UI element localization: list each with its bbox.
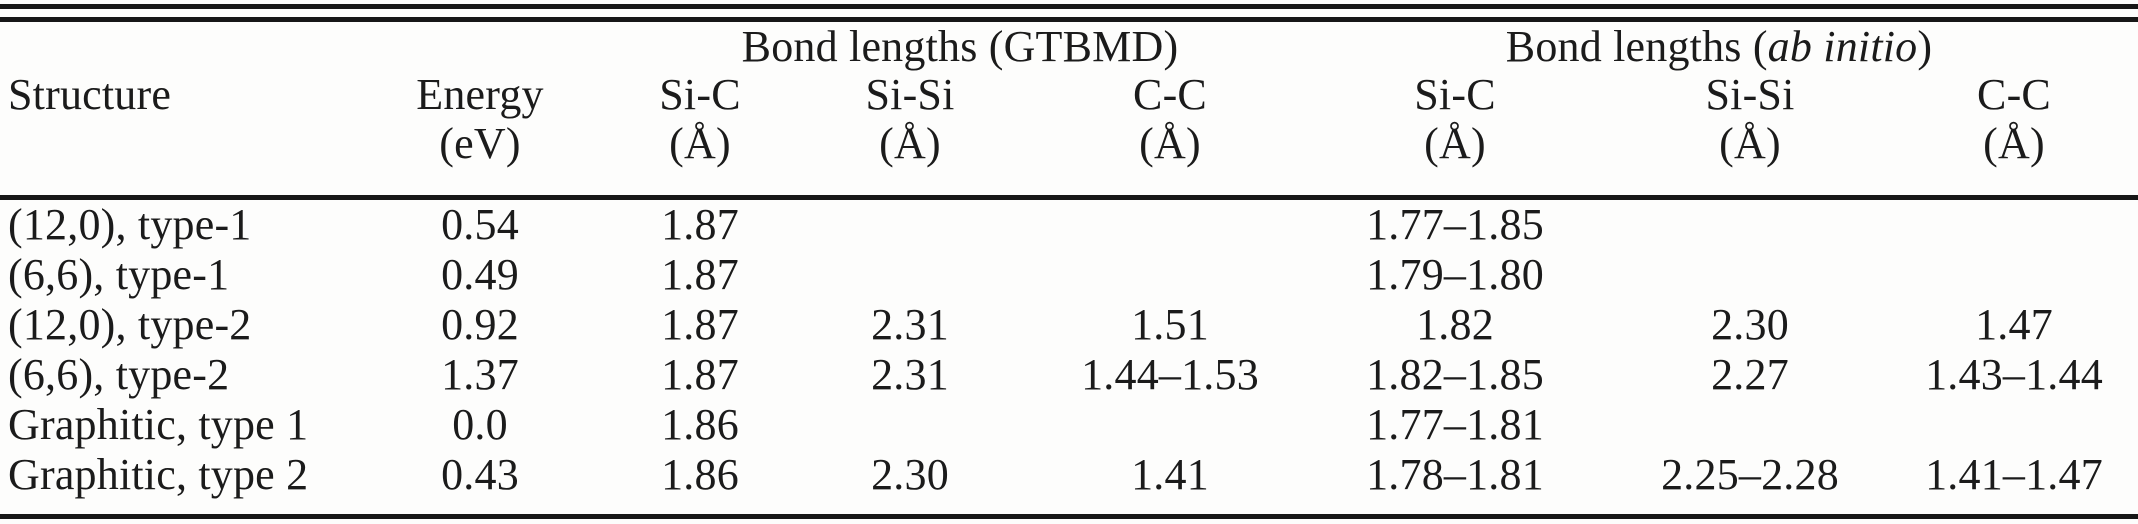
cell-value: 1.87 xyxy=(661,300,739,349)
col-unit-6: (Å) xyxy=(1719,119,1781,168)
cell-value: 1.82 xyxy=(1416,300,1494,349)
col-header-3: Si-Si xyxy=(865,70,955,119)
cell-value: 1.44–1.53 xyxy=(1081,350,1259,399)
cell-value: 2.25–2.28 xyxy=(1661,450,1839,499)
group-header-gtbmd: Bond lengths (GTBMD) xyxy=(620,22,1300,72)
col-unit-1: (eV) xyxy=(439,119,521,168)
cell-value: 2.31 xyxy=(871,350,949,399)
cell-value: 0.43 xyxy=(441,450,519,499)
group-header-ab-initio: Bond lengths (ab initio) xyxy=(1300,22,2138,72)
group-header-text: Bond lengths ( xyxy=(1505,22,1768,71)
cell-value: 2.27 xyxy=(1711,350,1789,399)
col-unit-5: (Å) xyxy=(1424,119,1486,168)
cell-value: 1.79–1.80 xyxy=(1366,250,1544,299)
cell-value: 1.86 xyxy=(661,400,739,449)
cell-value: 2.30 xyxy=(1711,300,1789,349)
cell-value: 1.47 xyxy=(1975,300,2053,349)
cell-value: 2.31 xyxy=(871,300,949,349)
top-rule-lower xyxy=(0,17,2138,22)
cell-structure: Graphitic, type 2 xyxy=(8,450,309,499)
col-header-7: C-C xyxy=(1977,70,2051,119)
col-unit-0 xyxy=(0,118,340,170)
cell-value: 1.87 xyxy=(661,200,739,249)
cell-value xyxy=(1610,250,1890,300)
cell-structure: (12,0), type-2 xyxy=(8,300,252,349)
cell-value xyxy=(1890,200,2138,250)
bottom-rule xyxy=(0,514,2138,519)
cell-value: 0.49 xyxy=(441,250,519,299)
cell-value xyxy=(1610,400,1890,450)
cell-value: 1.43–1.44 xyxy=(1925,350,2103,399)
cell-value: 1.87 xyxy=(661,250,739,299)
cell-value xyxy=(780,400,1040,450)
cell-value xyxy=(780,200,1040,250)
col-unit-2: (Å) xyxy=(669,119,731,168)
cell-structure: (6,6), type-1 xyxy=(8,250,230,299)
cell-value xyxy=(1890,400,2138,450)
col-unit-3: (Å) xyxy=(879,119,941,168)
cell-value: 1.37 xyxy=(441,350,519,399)
cell-value: 1.77–1.81 xyxy=(1366,400,1544,449)
col-header-4: C-C xyxy=(1133,70,1207,119)
col-header-5: Si-C xyxy=(1414,70,1496,119)
group-header-spacer xyxy=(0,22,620,72)
cell-structure: (6,6), type-2 xyxy=(8,350,230,399)
cell-structure: (12,0), type-1 xyxy=(8,200,252,249)
cell-value: 1.41 xyxy=(1131,450,1209,499)
header-separator-rule xyxy=(0,195,2138,200)
table-header: Bond lengths (GTBMD) Bond lengths (ab ini… xyxy=(0,22,2138,170)
table-body: (12,0), type-1 0.54 1.87 1.77–1.85 (6,6), ty… xyxy=(0,200,2138,500)
top-rule-upper xyxy=(0,4,2138,9)
col-header-0: Structure xyxy=(8,70,172,119)
cell-value: 1.41–1.47 xyxy=(1925,450,2103,499)
col-header-6: Si-Si xyxy=(1705,70,1795,119)
cell-value: 0.92 xyxy=(441,300,519,349)
cell-value: 2.30 xyxy=(871,450,949,499)
cell-value: 0.54 xyxy=(441,200,519,249)
cell-value xyxy=(1890,250,2138,300)
cell-value: 0.0 xyxy=(452,400,508,449)
cell-value xyxy=(1040,400,1300,450)
col-unit-7: (Å) xyxy=(1983,119,2045,168)
cell-value: 1.77–1.85 xyxy=(1366,200,1544,249)
cell-value xyxy=(1610,200,1890,250)
cell-value xyxy=(1040,200,1300,250)
cell-value: 1.82–1.85 xyxy=(1366,350,1544,399)
col-unit-4: (Å) xyxy=(1139,119,1201,168)
cell-value xyxy=(780,250,1040,300)
cell-value: 1.51 xyxy=(1131,300,1209,349)
group-header-text: Bond lengths (GTBMD) xyxy=(741,22,1179,71)
col-header-1: Energy xyxy=(416,70,544,119)
cell-value: 1.86 xyxy=(661,450,739,499)
cell-value: 1.87 xyxy=(661,350,739,399)
col-header-2: Si-C xyxy=(659,70,741,119)
cell-value xyxy=(1040,250,1300,300)
cell-structure: Graphitic, type 1 xyxy=(8,400,309,449)
group-header-text: ) xyxy=(1917,22,1933,71)
group-header-text-italic: ab initio xyxy=(1767,22,1918,71)
cell-value: 1.78–1.81 xyxy=(1366,450,1544,499)
